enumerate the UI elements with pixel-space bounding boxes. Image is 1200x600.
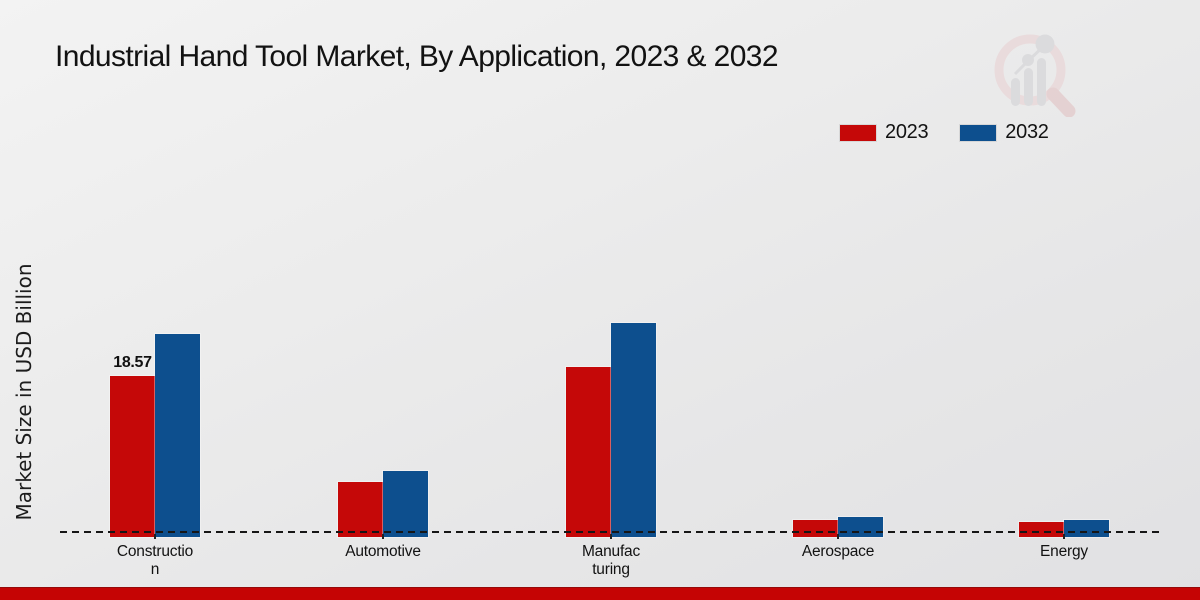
bar-2032-manufacturing — [611, 323, 656, 537]
legend: 2023 2032 — [840, 121, 1049, 144]
x-axis-tick — [1063, 534, 1065, 539]
x-axis-label-manufacturing: Manufac turing — [581, 543, 641, 578]
bar-2032-energy — [1064, 520, 1109, 537]
x-axis-label-energy: Energy — [1040, 543, 1088, 560]
x-axis-label-aerospace: Aerospace — [801, 543, 875, 560]
x-axis-tick — [382, 534, 384, 539]
magnifier-bar-chart-logo-icon — [994, 34, 1076, 117]
legend-swatch-2032 — [960, 124, 997, 141]
x-axis-line — [60, 531, 1160, 533]
x-axis-tick — [610, 534, 612, 539]
bar-value-label: 18.57 — [113, 354, 152, 371]
legend-item-2032: 2032 — [960, 121, 1049, 144]
chart-title: Industrial Hand Tool Market, By Applicat… — [55, 40, 779, 73]
bar-2023-aerospace — [793, 520, 838, 537]
bar-2032-automotive — [383, 471, 428, 537]
x-axis-tick — [837, 534, 839, 539]
legend-swatch-2023 — [840, 124, 876, 141]
y-axis-label: Market Size in USD Billion — [12, 263, 36, 521]
legend-item-2023: 2023 — [840, 121, 929, 144]
bar-2023-construction — [110, 376, 155, 537]
bar-2032-construction — [155, 334, 200, 537]
bar-2023-energy — [1019, 522, 1064, 537]
legend-label-2032: 2032 — [1005, 121, 1049, 143]
x-axis-tick — [154, 534, 156, 539]
legend-label-2023: 2023 — [885, 121, 929, 143]
bar-2032-aerospace — [838, 517, 883, 537]
x-axis-label-construction: Constructio n — [116, 543, 194, 578]
bar-2023-manufacturing — [566, 367, 611, 537]
footer-accent-band — [0, 587, 1200, 600]
bar-2023-automotive — [338, 482, 383, 537]
x-axis-label-automotive: Automotive — [345, 543, 421, 560]
